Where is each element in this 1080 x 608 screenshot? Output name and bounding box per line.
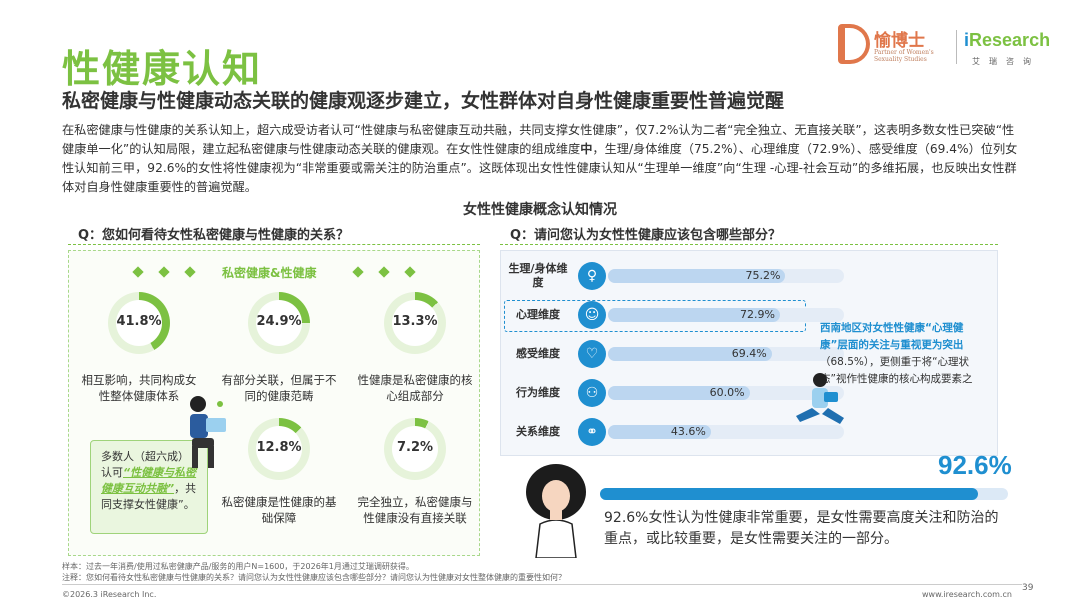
right-callout: 西南地区对女性性健康“心理健康”层面的关注与重视更为突出 （68.5%），更侧重于… (820, 320, 988, 405)
summary-bar-track (600, 488, 1008, 500)
summary-bar-fill (600, 488, 978, 500)
bar (608, 386, 750, 400)
donut-hole (256, 426, 302, 472)
donut-label: 相互影响，共同构成女性整体健康体系 (81, 373, 197, 403)
page-title: 性健康认知 (62, 47, 263, 91)
footer-divider (62, 584, 1022, 585)
bar (608, 308, 781, 322)
logo-divider (956, 30, 957, 64)
summary-value: 92.6% (938, 450, 1012, 480)
bar-track (608, 308, 844, 322)
description-part2: ，生理/身体维度（75.2%）、心理维度（72.9%）、感受维度（69.4%）位… (62, 142, 1018, 194)
summary-text: 92.6%女性认为性健康非常重要，是女性需要高度关注和防治的重点，或比较重要，是… (604, 510, 999, 547)
bar-value-label: 72.9% (740, 308, 775, 321)
right-question: Q：请问您认为女性性健康应该包含哪些部分？ (510, 228, 782, 243)
bar-category-label: 心理维度 (516, 308, 560, 321)
left-callout: 多数人（超六成）认可“性健康与私密健康互动共融”，共同支撑女性健康”。 (90, 440, 208, 534)
iresearch-logo-name: Research (969, 30, 1051, 50)
iresearch-logo-prefix: i (964, 30, 970, 50)
yuboshi-logo-sub: Partner of Women's Sexuality Studies (874, 49, 934, 63)
donut-slice: 41.8% (108, 292, 170, 354)
bar-value-label: 69.4% (731, 347, 767, 360)
iresearch-logo: iResearch (964, 30, 1050, 51)
left-panel-heading: 私密健康&性健康 (222, 266, 317, 280)
bar-value-label: 60.0% (709, 386, 745, 399)
bar-track (608, 269, 844, 283)
bar-category-label: 行为维度 (516, 386, 560, 399)
donut-slice: 24.9% (248, 292, 310, 354)
donut-slice: 7.2% (384, 418, 446, 480)
dimension-icon: ⚭ (578, 418, 606, 446)
donut-label: 完全独立，私密健康与性健康没有直接关联 (357, 495, 473, 525)
copyright: ©2026.3 iResearch Inc. (62, 590, 157, 599)
bar-category-label: 生理/身体维度 (508, 262, 568, 289)
logo-area: 愉博士 Partner of Women's Sexuality Studies… (838, 22, 1058, 72)
bar-track (608, 425, 844, 439)
description: 在私密健康与性健康的关系认知上，超六成受访者认可“性健康与私密健康互动共融，共同… (62, 121, 1022, 197)
bar-track (608, 347, 844, 361)
yuboshi-logo-name: 愉博士 (874, 31, 925, 51)
dimension-icon: ♀ (578, 262, 606, 290)
chart-title: 女性性健康概念认知情况 (463, 202, 617, 218)
right-callout-highlight: 西南地区对女性性健康“心理健康”层面的关注与重视更为突出 (820, 322, 964, 351)
page-number: 39 (1022, 583, 1034, 593)
bar (608, 347, 772, 361)
woman-illustration-icon (526, 464, 586, 558)
left-callout-post: ，共同支撑女性健康”。 (101, 482, 197, 511)
person-tablet-illustration-icon (796, 373, 844, 424)
bar (608, 269, 786, 283)
left-question-divider (68, 244, 480, 245)
description-bold: 中 (580, 142, 593, 156)
bar-track (608, 386, 844, 400)
dimension-icon: ☺ (578, 301, 606, 329)
person-laptop-illustration-icon (190, 396, 226, 468)
donut-label: 有部分关联，但属于不同的健康范畴 (221, 373, 337, 403)
donut-hole (256, 300, 302, 346)
yuboshi-logo: 愉博士 Partner of Women's Sexuality Studies (838, 22, 948, 72)
footer-note: 注释：您如何看待女性私密健康与性健康的关系？请问您认为女性性健康应该包含哪些部分… (62, 573, 566, 582)
iresearch-logo-sub: 艾瑞咨询 (972, 57, 1040, 66)
donut-value: 13.3% (392, 314, 438, 329)
bar-category-label: 感受维度 (516, 347, 560, 360)
site-url: www.iresearch.com.cn (922, 590, 1012, 599)
yuboshi-logo-mark-icon (838, 24, 870, 64)
donut-slice: 12.8% (248, 418, 310, 480)
donut-slice: 13.3% (384, 292, 446, 354)
donut-label: 私密健康是性健康的基础保障 (221, 495, 337, 525)
donut-value: 7.2% (396, 440, 434, 455)
left-callout-highlight: “性健康与私密健康互动共融” (101, 466, 197, 495)
dimension-icon: ♡ (578, 340, 606, 368)
description-part1: 在私密健康与性健康的关系认知上，超六成受访者认可“性健康与私密健康互动共融，共同… (62, 123, 1015, 156)
donut-hole (392, 426, 438, 472)
right-callout-post: （68.5%），更侧重于将“心理状态”视作性健康的核心构成要素之一。 (820, 356, 973, 402)
dimension-icon: ⚇ (578, 379, 606, 407)
left-callout-pre: 多数人（超六成）认可 (101, 450, 189, 479)
bar-category-label: 关系维度 (516, 425, 560, 438)
bar-value-label: 75.2% (745, 269, 781, 282)
right-question-divider (500, 244, 998, 245)
left-question: Q：您如何看待女性私密健康与性健康的关系？ (78, 228, 350, 243)
donut-value: 12.8% (256, 440, 302, 455)
donut-hole (116, 300, 162, 346)
footer-sample: 样本：过去一年消费/使用过私密健康产品/服务的用户N=1600，于2026年1月… (62, 562, 414, 571)
donut-value: 24.9% (256, 314, 302, 329)
donut-value: 41.8% (116, 314, 162, 329)
bar (608, 425, 711, 439)
donut-label: 性健康是私密健康的核心组成部分 (357, 373, 473, 403)
page-subtitle: 私密健康与性健康动态关联的健康观逐步建立，女性群体对自身性健康重要性普遍觉醒 (62, 90, 785, 112)
bar-value-label: 43.6% (670, 425, 706, 438)
donut-hole (392, 300, 438, 346)
